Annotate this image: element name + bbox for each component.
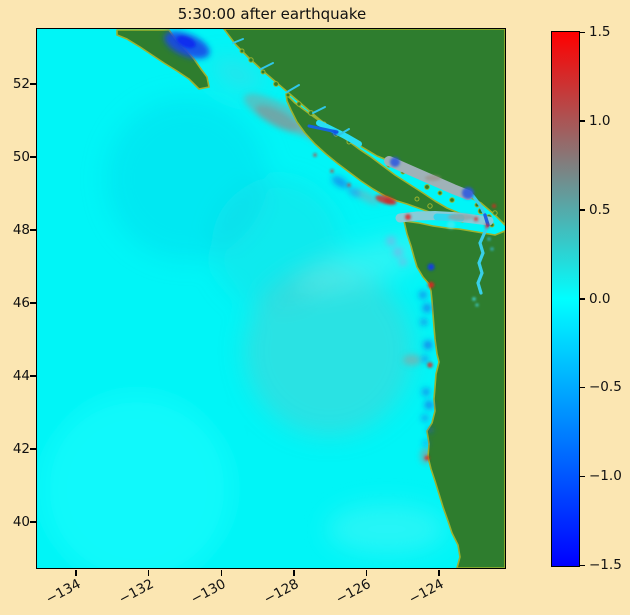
colorbar-tick	[580, 298, 585, 300]
colorbar-tick	[580, 120, 585, 122]
map-plot-area	[36, 28, 506, 569]
x-tick	[75, 570, 77, 576]
y-tick-label: 42	[12, 441, 30, 457]
y-tick	[30, 302, 36, 304]
y-tick-label: 40	[12, 514, 30, 530]
colorbar-tick	[580, 209, 585, 211]
red-anomalies	[313, 153, 496, 461]
x-tick	[365, 570, 368, 576]
haro-blue-segment	[483, 213, 490, 227]
x-tick	[438, 570, 440, 576]
ocean-wave-field	[42, 58, 447, 568]
x-tick-label: −130	[188, 576, 229, 608]
y-tick	[30, 375, 36, 377]
x-tick	[147, 570, 150, 576]
x-tick-label: −124	[406, 576, 447, 608]
y-tick	[30, 229, 36, 231]
x-tick-label: −132	[115, 576, 157, 608]
y-tick-label: 46	[12, 295, 30, 311]
inland-water-spots	[332, 130, 494, 307]
colorbar-tick-label: −1.5	[589, 557, 622, 573]
colorbar-tick	[580, 31, 585, 33]
colorbar-tick-label: −0.5	[589, 379, 622, 396]
y-tick	[30, 521, 36, 523]
fjord-1	[260, 62, 274, 70]
fjord-4	[338, 128, 350, 136]
colorbar-tick-label: −1.0	[589, 468, 622, 485]
colorbar-tick	[580, 564, 585, 566]
y-tick	[30, 156, 36, 158]
y-tick	[30, 83, 36, 85]
colorbar-tick-label: 0.0	[589, 290, 611, 307]
x-tick-label: −134	[43, 576, 84, 608]
y-tick-label: 52	[12, 76, 30, 92]
colorbar	[551, 31, 580, 567]
x-tick	[293, 570, 295, 576]
x-tick-label: −126	[333, 576, 374, 608]
y-tick-label: 44	[12, 368, 30, 384]
y-tick-label: 50	[12, 149, 30, 165]
haro-puget-channel	[471, 194, 490, 295]
colorbar-tick	[580, 475, 585, 478]
tsunami-map	[37, 29, 505, 568]
y-tick-label: 48	[12, 222, 30, 238]
y-tick	[30, 448, 36, 450]
fjord-2	[286, 84, 300, 93]
fjord-5	[232, 38, 244, 44]
x-tick	[220, 570, 222, 576]
colorbar-tick-label: 1.0	[589, 112, 611, 129]
blue-anomalies	[164, 31, 435, 446]
colorbar-tick	[580, 386, 585, 389]
plot-title: 5:30:00 after earthquake	[177, 5, 367, 23]
fjord-3	[312, 106, 326, 114]
x-tick-label: −128	[261, 576, 302, 608]
colorbar-tick-label: 0.5	[589, 201, 611, 218]
colorbar-tick-label: 1.5	[589, 24, 611, 40]
quatsino-inlet	[307, 124, 339, 134]
land-wa-or-ca-mainland	[403, 220, 505, 568]
